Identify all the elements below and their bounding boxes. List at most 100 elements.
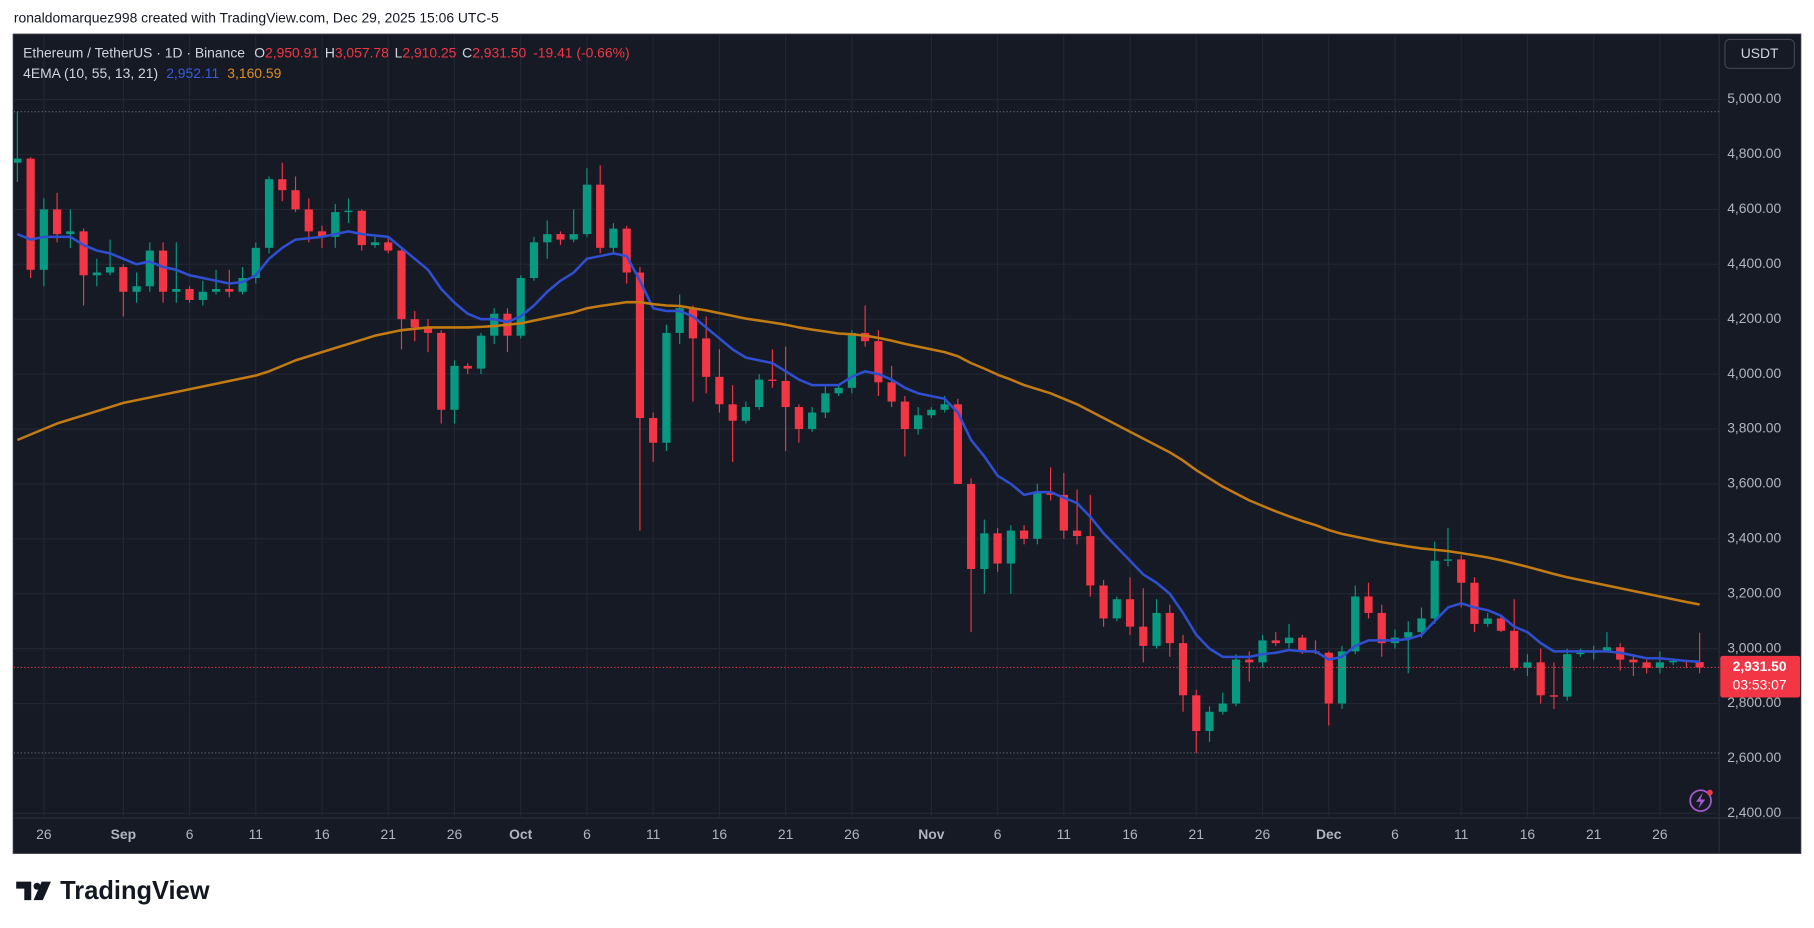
candle-body [1536,662,1545,696]
candle-body [913,415,923,430]
x-tick-label: 11 [1454,826,1469,842]
candle-body [1417,618,1426,633]
x-tick-label: 11 [249,826,264,842]
candle-body [821,393,830,413]
candle-body [370,242,380,246]
candle-body [1483,618,1492,624]
candle-body [1576,652,1585,655]
currency-button[interactable] [1724,38,1795,69]
x-tick-label: 26 [844,826,860,842]
ema-fast-value: 2,952.11 [166,65,219,81]
candle-body [1602,647,1612,652]
candle-body [1245,659,1254,663]
x-tick-label: 21 [1586,826,1602,842]
candle-body [1298,637,1307,652]
y-tick-label: 3,200.00 [1727,584,1781,600]
candle-body [1669,660,1678,663]
candle-body [966,483,976,570]
x-tick-label: 26 [447,826,463,842]
candle-body [582,184,592,235]
candle-body [1284,637,1294,644]
chart-frame [12,33,1802,854]
x-tick-label: Sep [111,826,136,842]
change: -19.41 (-0.66%) [533,44,629,60]
candle-body [66,231,75,235]
candle-body [238,278,247,292]
candle-body [1404,632,1413,638]
candle-body [490,313,499,336]
candle-body [225,289,234,292]
candle-body [1218,703,1227,712]
candle-body [781,380,790,408]
candle-body [476,335,486,369]
candle-body [384,242,393,251]
candle-body [1629,659,1638,663]
y-tick-label: 4,600.00 [1727,200,1781,216]
x-tick-label: 21 [778,826,794,842]
candle-body [1072,530,1082,537]
candle-body [26,158,35,270]
candle-body [649,418,658,443]
candle-body [1430,560,1439,619]
candle-body [516,278,525,336]
candle-body [662,332,671,443]
low-label: L [395,44,403,60]
candle-body [1642,662,1651,668]
pane [13,111,1720,754]
candle-body [980,533,989,570]
logo: TradingView [60,877,210,905]
candle-body [1192,695,1201,731]
candle-body [132,286,141,292]
candle-body [755,379,764,408]
alert-bolt [1695,792,1706,809]
candle-body [635,272,645,419]
candle-body [1165,612,1174,644]
candle-body [1324,652,1333,704]
y-tick-label: 2,400.00 [1727,804,1781,820]
x-tick-label: 26 [1255,826,1271,842]
y-tick-label: 3,000.00 [1727,639,1781,655]
candle-body [39,209,48,270]
candle-body [1086,536,1095,586]
candle-body [940,404,949,410]
candle-body [1125,599,1135,627]
candle-body [172,289,181,292]
y-tick-label: 3,600.00 [1727,475,1781,491]
candle-body [1563,654,1572,697]
logo-icon [16,881,51,901]
countdown: 03:53:07 [1733,677,1787,693]
candle-body [317,231,327,237]
grid [13,34,1720,819]
alert-icon[interactable] [1689,789,1712,812]
candle-body [1112,599,1121,619]
candle-body [874,341,883,383]
high-value: 3,057.78 [335,44,389,60]
y-tick-label: 3,800.00 [1727,420,1781,436]
candle-body [105,267,115,273]
candle-body [145,250,154,287]
candle-body [1178,643,1188,696]
y-tick-label: 4,400.00 [1727,255,1781,271]
candle-body [1231,659,1241,704]
candle-body [1271,640,1280,644]
legend-row: Ethereum / TetherUS · 1D · Binance O2,950… [23,44,629,60]
candle-body [1377,612,1386,644]
currency: USDT [1741,45,1779,61]
candle-body [264,179,274,248]
candle-body [702,338,711,377]
candle-body [688,308,698,339]
indicator-row: 4EMA (10, 55, 13, 21) 2,952.11 3,160.59 [23,65,281,81]
candle-body [92,272,101,276]
candle-body [1337,651,1347,704]
candle-body [423,327,433,333]
y-tick-label: 2,600.00 [1727,749,1781,765]
last-price-label: 2,931.50 [1733,658,1787,674]
candle-body [1139,626,1148,646]
close-label: C [462,44,472,60]
candle-body [794,407,803,430]
x-tick-label: 16 [314,826,330,842]
candle-body [993,533,1002,564]
candle-body [1059,494,1068,531]
x-tick-label: Nov [918,826,944,842]
